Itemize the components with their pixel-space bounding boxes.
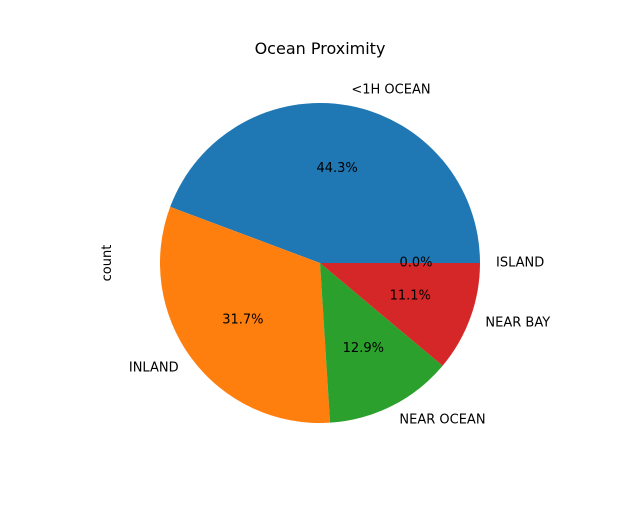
pie-labels: <1H OCEAN 44.3% INLAND 31.7% NEAR OCEAN 12.9%… bbox=[129, 82, 550, 427]
pie-slice-near-ocean bbox=[320, 263, 443, 423]
pie-slice-near-bay bbox=[320, 263, 480, 366]
slice-label-near-ocean: NEAR OCEAN bbox=[399, 413, 485, 428]
chart-title: Ocean Proximity bbox=[255, 39, 386, 58]
pie-slices bbox=[160, 103, 480, 423]
slice-pct-near-bay: 11.1% bbox=[390, 288, 431, 303]
slice-pct-inland: 31.7% bbox=[222, 313, 263, 328]
slice-label-1h-ocean: <1H OCEAN bbox=[351, 82, 430, 97]
slice-pct-near-ocean: 12.9% bbox=[343, 341, 384, 356]
slice-label-inland: INLAND bbox=[129, 360, 179, 375]
slice-pct-island: 0.0% bbox=[399, 256, 432, 271]
pie-slice-1h-ocean bbox=[170, 103, 480, 263]
slice-label-near-bay: NEAR BAY bbox=[485, 316, 550, 331]
slice-pct-1h-ocean: 44.3% bbox=[316, 161, 357, 176]
y-axis-label: count bbox=[100, 245, 115, 282]
slice-label-island: ISLAND bbox=[496, 256, 544, 271]
pie-slice-inland bbox=[160, 206, 331, 423]
